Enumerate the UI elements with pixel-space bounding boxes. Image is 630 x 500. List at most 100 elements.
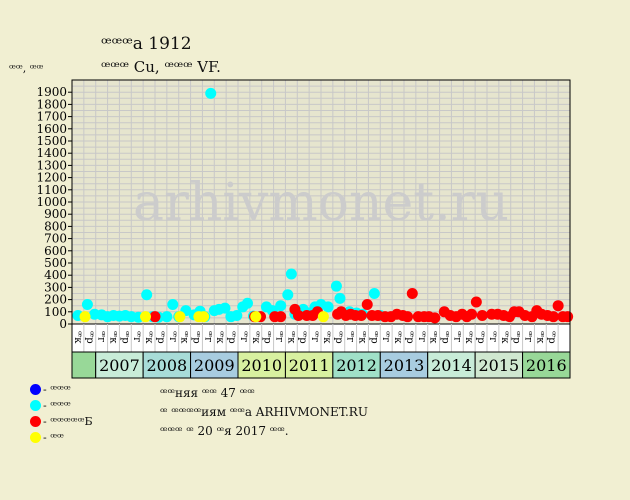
month-label: ꟹр xyxy=(511,331,522,344)
y-tick-label: 1800 xyxy=(36,97,67,111)
month-label: ꟹк xyxy=(321,331,332,344)
year-label: 2010 xyxy=(241,356,282,375)
data-point xyxy=(174,311,186,323)
data-point xyxy=(205,87,217,99)
year-cell xyxy=(522,351,571,379)
data-point xyxy=(476,309,488,321)
year-label: 2008 xyxy=(146,356,187,375)
data-point xyxy=(552,300,564,312)
month-label: ꟹр xyxy=(404,331,415,344)
data-point xyxy=(285,268,297,280)
data-point xyxy=(355,309,367,321)
data-point xyxy=(317,311,329,323)
month-label: ꟹк xyxy=(357,331,368,344)
data-point xyxy=(466,308,478,320)
page-title: ꟹꟹꟹа 1912 xyxy=(101,34,192,54)
month-label: ꟹр xyxy=(333,331,344,344)
watermark-text: arhivmonet.ru xyxy=(133,173,509,233)
month-label: ꟹр xyxy=(440,331,451,344)
y-tick-label: 700 xyxy=(44,232,67,246)
month-label: ꟹг xyxy=(309,331,320,342)
legend-dot-icon xyxy=(30,400,41,411)
y-tick-label: 1500 xyxy=(36,134,67,148)
data-point xyxy=(282,289,294,301)
note-line: ꟹ ꟹꟹꟹꟹиям ꟹꟹа ARHIVMONET.RU xyxy=(160,405,368,419)
month-label: ꟹк xyxy=(534,331,545,344)
year-cell xyxy=(474,351,524,379)
data-point xyxy=(334,292,346,304)
data-point xyxy=(406,288,418,299)
data-point xyxy=(361,298,373,310)
data-point xyxy=(219,302,231,314)
month-label: ꟹг xyxy=(451,331,462,342)
data-point xyxy=(368,288,380,299)
year-label: 2007 xyxy=(99,356,140,375)
data-point xyxy=(167,298,179,310)
y-tick-label: 1100 xyxy=(36,183,67,197)
y-tick-label: 300 xyxy=(44,280,67,294)
legend-label: - ꟹꟹꟹ xyxy=(43,399,71,412)
month-label: ꟹг xyxy=(416,331,427,342)
legend-label: - ꟹꟹꟹ xyxy=(43,383,71,396)
data-point xyxy=(322,301,334,313)
month-label: ꟹр xyxy=(155,331,166,344)
data-point xyxy=(81,298,93,310)
month-label: ꟹк xyxy=(214,331,225,344)
data-point xyxy=(161,311,173,323)
data-point xyxy=(231,309,243,321)
y-tick-label: 1200 xyxy=(36,171,67,185)
month-label: ꟹг xyxy=(238,331,249,342)
month-label: ꟹк xyxy=(250,331,261,344)
month-label: ꟹк xyxy=(179,331,190,344)
data-point xyxy=(330,280,342,292)
data-point xyxy=(547,311,559,323)
y-tick-label: 1600 xyxy=(36,122,67,136)
y-tick-label: 1400 xyxy=(36,146,67,160)
month-label: ꟹк xyxy=(108,331,119,344)
legend-label: - ꟹꟹꟹꟹꟹБ xyxy=(43,415,93,428)
data-point xyxy=(292,309,304,321)
y-tick-label: 400 xyxy=(44,268,67,282)
month-label: ꟹк xyxy=(285,331,296,344)
data-point xyxy=(402,311,414,323)
data-point xyxy=(140,311,152,323)
month-label: ꟹк xyxy=(72,331,83,344)
y-tick-label: 900 xyxy=(44,207,67,221)
data-point xyxy=(149,311,161,323)
month-label: ꟹг xyxy=(487,331,498,342)
legend-dot-icon xyxy=(30,384,41,395)
month-label: ꟹк xyxy=(499,331,510,344)
data-point xyxy=(429,312,441,324)
month-label: ꟹр xyxy=(119,331,130,344)
year-label: 2013 xyxy=(384,356,425,375)
month-label: ꟹр xyxy=(191,331,202,344)
year-cell xyxy=(142,351,192,379)
year-cell xyxy=(190,351,239,379)
month-label: ꟹр xyxy=(226,331,237,344)
month-label: ꟹк xyxy=(392,331,403,344)
month-label: ꟹг xyxy=(380,331,391,342)
year-cell xyxy=(427,351,476,379)
month-label: ꟹг xyxy=(345,331,356,342)
year-cell xyxy=(71,351,97,379)
month-label: ꟹг xyxy=(274,331,285,342)
legend-dot-icon xyxy=(30,432,41,443)
y-tick-label: 0 xyxy=(59,317,67,331)
month-label: ꟹг xyxy=(523,331,534,342)
y-tick-label: 500 xyxy=(44,256,67,270)
year-label: 2012 xyxy=(336,356,377,375)
y-tick-label: 1000 xyxy=(36,195,67,209)
year-cell xyxy=(332,351,381,379)
month-label: ꟹг xyxy=(167,331,178,342)
month-label: ꟹр xyxy=(262,331,273,344)
y-tick-label: 200 xyxy=(44,293,67,307)
note-line: ꟹꟹняя ꟹꟹ 47 ꟹꟹ xyxy=(160,386,255,400)
year-cell xyxy=(237,351,286,379)
price-chart: arhivmonet.ru 010020030040050060070080090… xyxy=(36,79,574,379)
month-label: ꟹр xyxy=(368,331,379,344)
data-point xyxy=(79,311,91,323)
data-point xyxy=(275,300,287,312)
data-point xyxy=(241,297,253,309)
y-tick-label: 1900 xyxy=(36,85,67,99)
y-tick-label: 800 xyxy=(44,219,67,233)
